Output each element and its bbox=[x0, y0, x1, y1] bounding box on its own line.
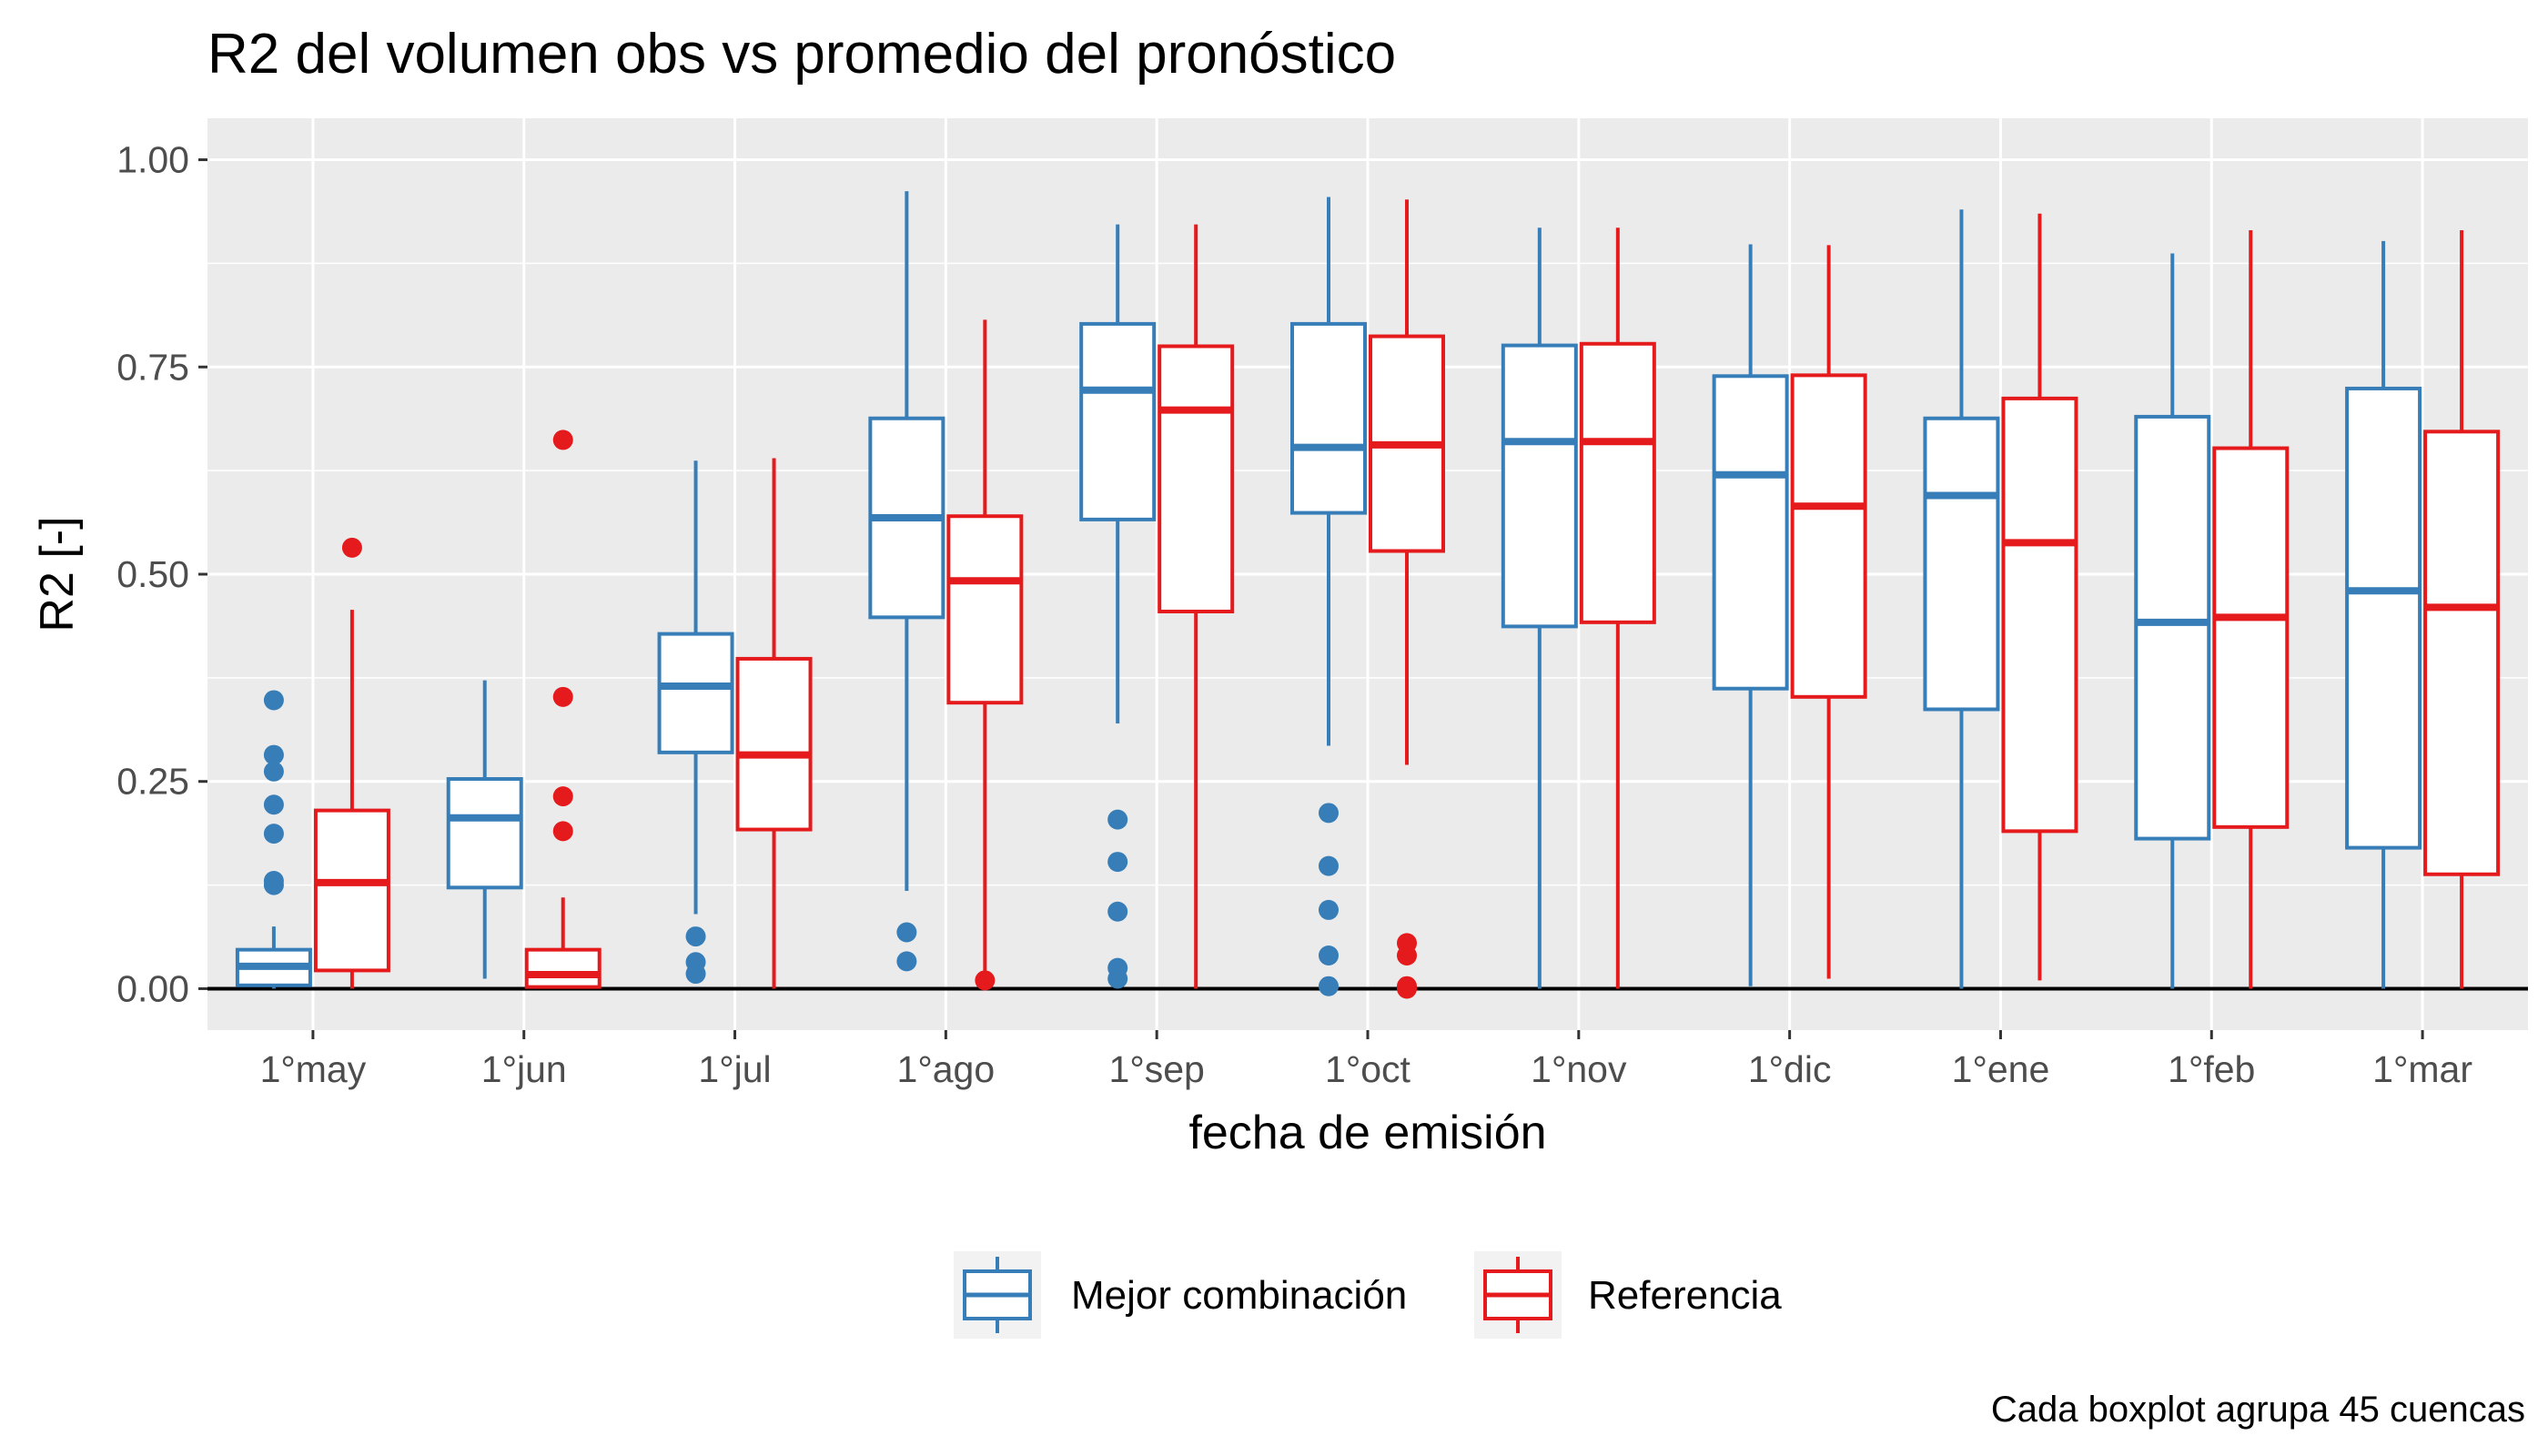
outlier-point bbox=[263, 871, 284, 892]
boxplot bbox=[1790, 245, 1867, 979]
box-iqr bbox=[2134, 414, 2211, 841]
y-tick-label: 0.00 bbox=[116, 967, 189, 1009]
x-axis-title: fecha de emisión bbox=[1188, 1107, 1546, 1159]
boxplot bbox=[1923, 209, 2000, 989]
x-tick-label: 1°ene bbox=[1952, 1048, 2050, 1090]
boxplot bbox=[657, 460, 734, 985]
outlier-point bbox=[263, 761, 284, 782]
y-tick-label: 0.25 bbox=[116, 761, 189, 803]
outlier-point bbox=[1397, 933, 1417, 954]
x-tick-label: 1°sep bbox=[1109, 1048, 1205, 1090]
box-iqr bbox=[2345, 386, 2422, 850]
box-iqr bbox=[657, 632, 734, 754]
boxplot bbox=[2212, 229, 2290, 989]
grid-lines bbox=[207, 118, 2528, 1030]
boxplot bbox=[1369, 199, 1445, 999]
boxplot bbox=[235, 690, 312, 989]
box-iqr bbox=[1579, 341, 1656, 624]
chart-caption: Cada boxplot agrupa 45 cuencas bbox=[1991, 1390, 2525, 1430]
y-axis-ticks: 0.00 0.25 0.50 0.75 1.00 bbox=[116, 139, 207, 1009]
outlier-point bbox=[552, 430, 573, 450]
legend-label: Referencia bbox=[1588, 1273, 1782, 1318]
boxplot bbox=[1158, 224, 1235, 989]
outlier-point bbox=[896, 951, 917, 972]
box-iqr bbox=[735, 656, 813, 832]
boxplot bbox=[446, 680, 523, 979]
box-iqr bbox=[446, 776, 523, 890]
outlier-point bbox=[685, 952, 706, 973]
boxplot bbox=[1712, 244, 1789, 986]
legend: Mejor combinación Referencia bbox=[954, 1251, 1782, 1339]
outlier-point bbox=[1319, 899, 1339, 920]
box-iqr bbox=[946, 514, 1024, 705]
chart-title: R2 del volumen obs vs promedio del pronó… bbox=[207, 23, 1396, 86]
boxplot bbox=[946, 319, 1024, 991]
boxplot bbox=[2134, 253, 2211, 989]
box-iqr bbox=[1158, 344, 1235, 613]
boxplot bbox=[524, 430, 602, 989]
box-iqr bbox=[313, 808, 390, 973]
box-iqr bbox=[2423, 430, 2501, 876]
outlier-point bbox=[896, 922, 917, 943]
boxplot bbox=[735, 458, 813, 989]
boxplot bbox=[1579, 228, 1656, 989]
x-tick-label: 1°nov bbox=[1531, 1048, 1627, 1090]
outlier-point bbox=[552, 786, 573, 807]
outlier-point bbox=[1107, 901, 1128, 922]
x-tick-label: 1°feb bbox=[2168, 1048, 2255, 1090]
x-tick-label: 1°may bbox=[260, 1048, 367, 1090]
box-iqr bbox=[1923, 416, 2000, 712]
box-iqr bbox=[1290, 321, 1367, 515]
outlier-point bbox=[341, 537, 362, 558]
box-iqr bbox=[1712, 374, 1789, 691]
boxplot bbox=[2345, 240, 2422, 989]
x-axis-ticks: 1°may 1°jun 1°jul 1°ago 1°sep 1°oct 1°nov 1°dic… bbox=[260, 1030, 2472, 1090]
box-iqr bbox=[2001, 396, 2078, 834]
outlier-point bbox=[263, 824, 284, 844]
outlier-point bbox=[1107, 852, 1128, 873]
box-iqr bbox=[524, 947, 602, 989]
box-iqr bbox=[2212, 446, 2290, 829]
legend-item: Mejor combinación bbox=[954, 1251, 1407, 1339]
y-tick-label: 0.50 bbox=[116, 553, 189, 595]
outlier-point bbox=[1319, 945, 1339, 966]
boxplot bbox=[868, 191, 945, 972]
outlier-point bbox=[552, 821, 573, 842]
boxplots bbox=[235, 191, 2501, 999]
box-iqr bbox=[1079, 321, 1157, 521]
boxplot bbox=[2001, 213, 2078, 981]
boxplot bbox=[2423, 229, 2501, 989]
boxplot bbox=[1501, 228, 1578, 989]
outlier-point bbox=[552, 686, 573, 707]
x-tick-label: 1°jun bbox=[481, 1048, 567, 1090]
x-tick-label: 1°ago bbox=[897, 1048, 996, 1090]
outlier-point bbox=[1397, 976, 1417, 996]
y-tick-label: 1.00 bbox=[116, 139, 189, 181]
box-iqr bbox=[1790, 373, 1867, 699]
outlier-point bbox=[1319, 976, 1339, 996]
outlier-point bbox=[975, 970, 996, 991]
outlier-point bbox=[1319, 803, 1339, 824]
boxplot bbox=[1290, 197, 1367, 996]
legend-label: Mejor combinación bbox=[1071, 1273, 1407, 1318]
y-tick-label: 0.75 bbox=[116, 346, 189, 388]
x-tick-label: 1°oct bbox=[1325, 1048, 1411, 1090]
outlier-point bbox=[263, 794, 284, 815]
outlier-point bbox=[263, 744, 284, 765]
y-axis-title: R2 [-] bbox=[31, 516, 84, 632]
outlier-point bbox=[1107, 809, 1128, 830]
box-iqr bbox=[1501, 343, 1578, 629]
boxplot bbox=[1079, 224, 1157, 989]
x-tick-label: 1°dic bbox=[1748, 1048, 1832, 1090]
outlier-point bbox=[1107, 957, 1128, 978]
outlier-point bbox=[1319, 855, 1339, 876]
outlier-point bbox=[685, 926, 706, 947]
x-tick-label: 1°jul bbox=[698, 1048, 771, 1090]
legend-item: Referencia bbox=[1474, 1251, 1782, 1339]
boxplot bbox=[313, 537, 390, 989]
x-tick-label: 1°mar bbox=[2372, 1048, 2472, 1090]
outlier-point bbox=[263, 690, 284, 711]
